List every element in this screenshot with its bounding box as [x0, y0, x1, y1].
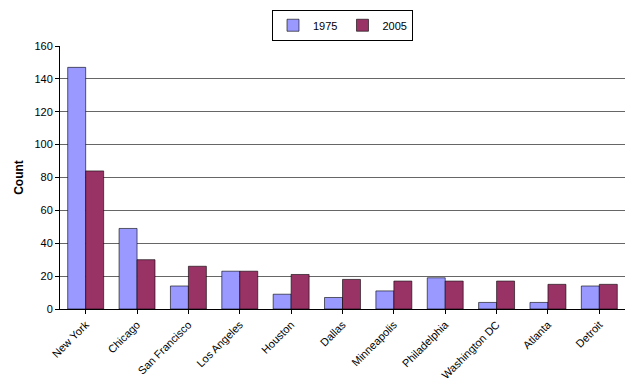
svg-text:Houston: Houston	[259, 319, 296, 356]
svg-text:2005: 2005	[382, 20, 406, 32]
svg-text:160: 160	[34, 40, 52, 52]
svg-text:Count: Count	[12, 160, 26, 195]
svg-text:Philadelphia: Philadelphia	[400, 318, 451, 369]
svg-text:40: 40	[41, 237, 53, 249]
svg-text:Atlanta: Atlanta	[521, 318, 554, 351]
svg-text:New York: New York	[50, 318, 92, 360]
svg-text:San Francisco: San Francisco	[136, 319, 194, 377]
svg-text:140: 140	[34, 73, 52, 85]
svg-text:Los Angeles: Los Angeles	[194, 318, 245, 369]
svg-text:100: 100	[34, 138, 52, 150]
svg-text:Detroit: Detroit	[573, 319, 604, 350]
svg-text:80: 80	[41, 171, 53, 183]
svg-text:20: 20	[41, 270, 53, 282]
svg-text:60: 60	[41, 204, 53, 216]
svg-text:Minneapolis: Minneapolis	[349, 318, 399, 368]
svg-text:0: 0	[47, 303, 53, 315]
svg-text:1975: 1975	[313, 20, 337, 32]
svg-text:Chicago: Chicago	[105, 319, 142, 356]
svg-text:Washington DC: Washington DC	[439, 318, 502, 381]
svg-text:Dallas: Dallas	[318, 318, 348, 348]
svg-text:120: 120	[34, 106, 52, 118]
